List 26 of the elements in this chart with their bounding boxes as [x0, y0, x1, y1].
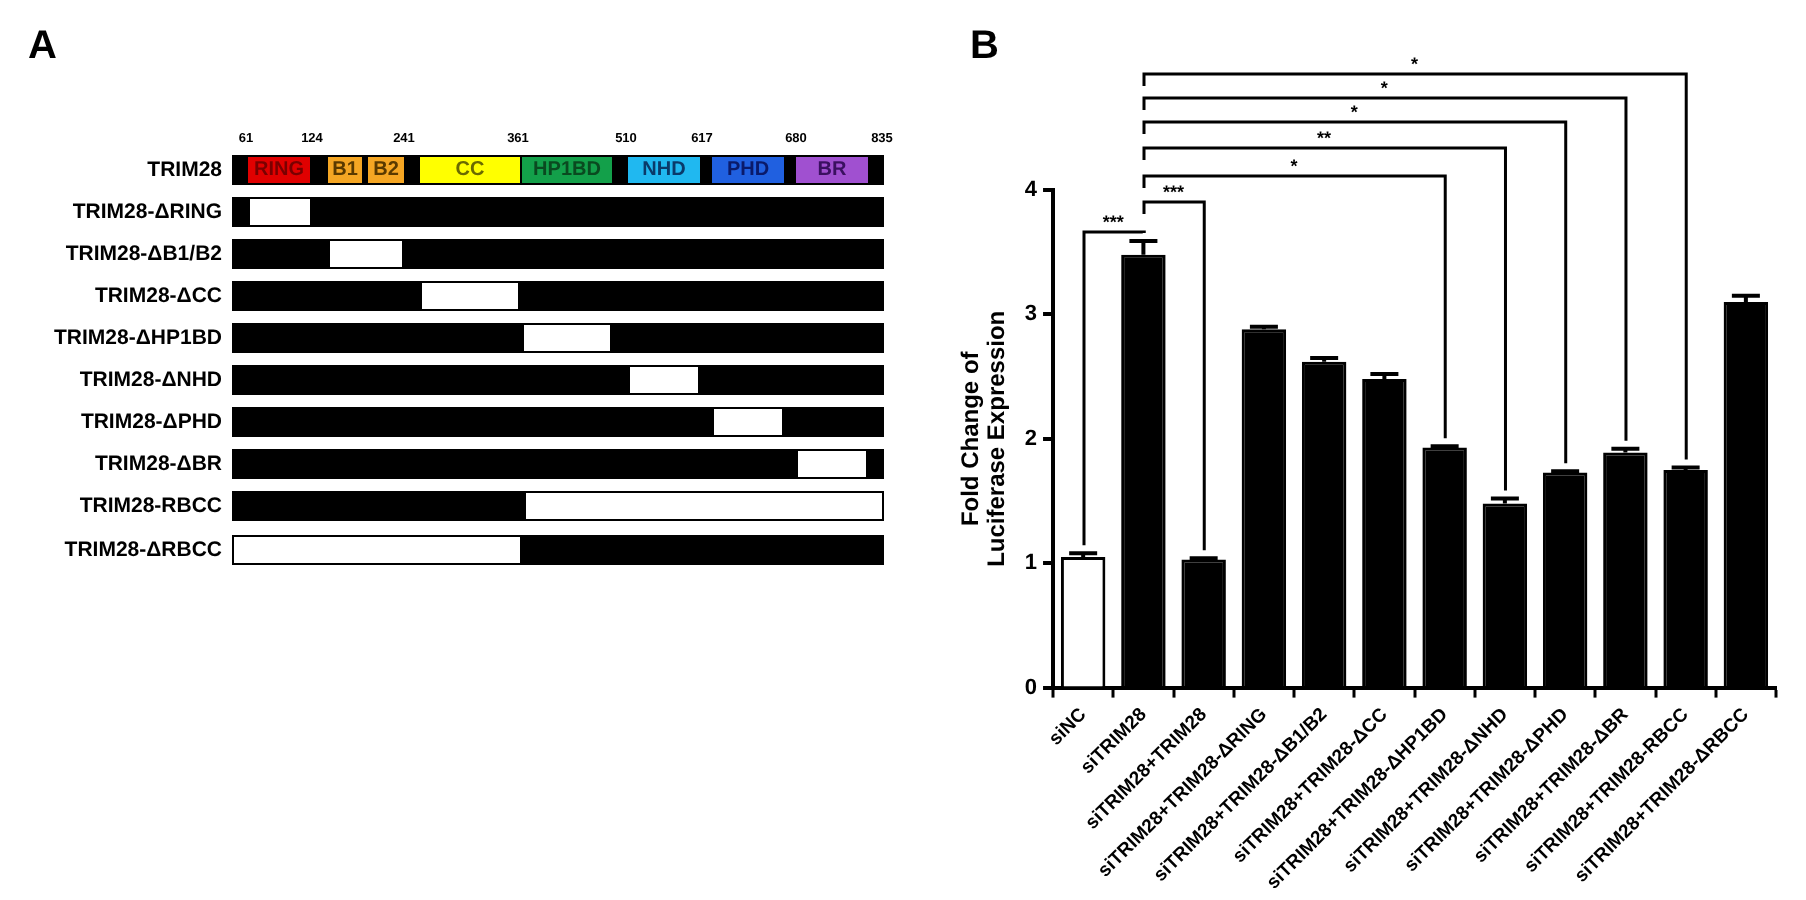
- y-axis-title: Fold Change of Luciferase Expression: [955, 310, 1011, 567]
- y-tick-label: 3: [1024, 302, 1038, 327]
- category-label: TRIM28-ΔHP1BD: [54, 326, 222, 350]
- domain-map: RING B1 B2 CC HP1BD NHD PHD BR: [232, 155, 884, 185]
- y-tick-label: 2: [1024, 426, 1038, 451]
- y-tick-label: 0: [1024, 675, 1038, 700]
- category-label: TRIM28-ΔCC: [94, 284, 222, 308]
- text: **: [1317, 128, 1332, 148]
- y-tick-label: 1: [1024, 551, 1038, 576]
- category-label: TRIM28-ΔB1/B2: [65, 242, 222, 266]
- category-label: TRIM28-ΔRBCC: [64, 538, 222, 562]
- annotation: ***: [1102, 212, 1124, 232]
- category-label: TRIM28-ΔNHD: [79, 368, 222, 392]
- text: A: [28, 24, 57, 70]
- chart-title: B: [970, 24, 999, 70]
- category-label: TRIM28-RBCC: [79, 494, 222, 518]
- category-label: TRIM28-ΔBR: [94, 452, 222, 476]
- annotation: ***: [1162, 182, 1185, 202]
- text: *: [1410, 54, 1419, 74]
- text: *: [1380, 78, 1388, 98]
- category-label: TRIM28-ΔRING: [72, 200, 222, 224]
- text: *: [1290, 156, 1298, 176]
- y-tick-label: 4: [1024, 178, 1039, 203]
- category-label: TRIM28: [147, 158, 222, 182]
- category-label: TRIM28-ΔPHD: [80, 410, 222, 434]
- text: *: [1350, 102, 1358, 122]
